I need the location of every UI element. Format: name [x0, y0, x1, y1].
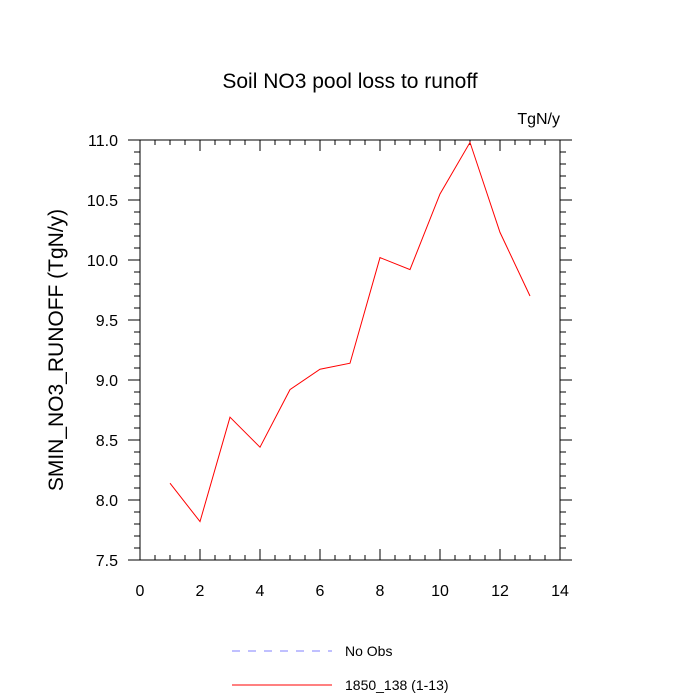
x-tick-label: 14 — [551, 583, 569, 600]
x-tick-label: 10 — [431, 583, 449, 600]
plot-frame — [139, 139, 561, 561]
x-tick-label: 12 — [491, 583, 509, 600]
units-label: TgN/y — [517, 111, 560, 128]
legend: No Obs 1850_138 (1-13) — [232, 643, 449, 693]
y-tick-label: 10.5 — [87, 193, 118, 210]
legend-label-1850-138: 1850_138 (1-13) — [345, 677, 449, 693]
y-tick-label: 9.5 — [96, 313, 118, 330]
axis-ticks — [128, 139, 572, 561]
legend-label-no-obs: No Obs — [345, 643, 392, 659]
chart-title: Soil NO3 pool loss to runoff — [222, 70, 477, 93]
x-tick-label: 0 — [136, 583, 145, 600]
series-layer — [169, 141, 531, 523]
y-tick-label: 8.0 — [96, 493, 118, 510]
x-tick-label: 8 — [376, 583, 385, 600]
axis-tick-labels: 0 2 4 6 8 10 12 14 7.5 8.0 8.5 9.0 9.5 10.0 10.5 11.0 — [87, 133, 569, 600]
y-tick-label: 11.0 — [88, 133, 118, 150]
x-tick-label: 6 — [316, 583, 325, 600]
y-tick-label: 7.5 — [96, 553, 118, 570]
y-axis-label: SMIN_NO3_RUNOFF (TgN/y) — [45, 209, 68, 491]
x-tick-label: 2 — [196, 583, 205, 600]
x-tick-label: 4 — [256, 583, 265, 600]
y-tick-label: 10.0 — [87, 253, 118, 270]
y-tick-label: 8.5 — [96, 433, 118, 450]
series-line-1 — [169, 141, 531, 523]
y-tick-label: 9.0 — [96, 373, 118, 390]
